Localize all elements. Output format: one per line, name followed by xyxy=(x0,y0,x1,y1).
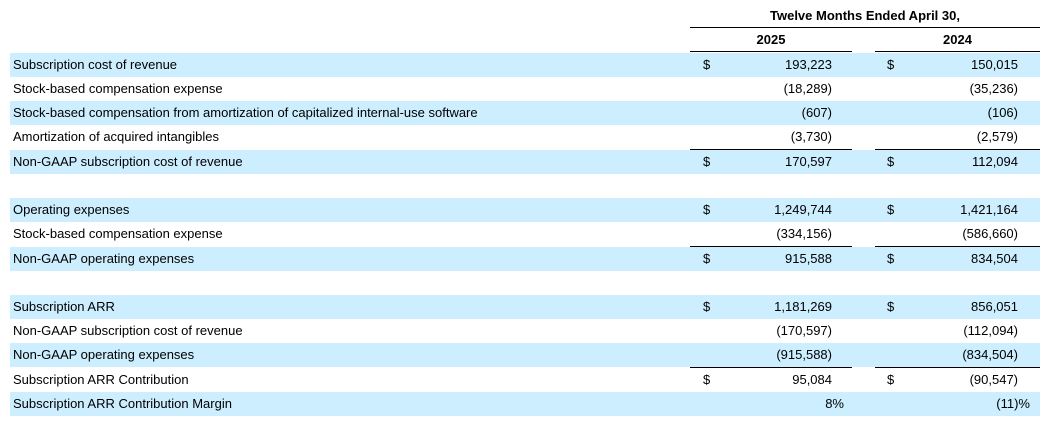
table-row: Subscription ARR $ 1,181,269 $ 856,051 xyxy=(10,295,1040,319)
value-2025: (915,588) xyxy=(776,347,832,362)
currency-symbol: $ xyxy=(703,202,711,217)
value-2024: (834,504) xyxy=(962,347,1018,362)
value-2025: 1,249,744 xyxy=(774,202,832,217)
currency-symbol: $ xyxy=(887,154,895,169)
table-row: Subscription ARR Contribution Margin 8% … xyxy=(10,392,1040,416)
value-2024: (2,579) xyxy=(976,129,1018,144)
row-label: Subscription cost of revenue xyxy=(13,57,178,72)
subtotal-rule xyxy=(690,367,852,368)
currency-symbol: $ xyxy=(887,57,895,72)
value-2025: (334,156) xyxy=(776,226,832,241)
subtotal-rule xyxy=(875,246,1040,247)
subtotal-rule xyxy=(875,149,1040,150)
value-2024: 1,421,164 xyxy=(960,202,1018,217)
table-row: Non-GAAP subscription cost of revenue (1… xyxy=(10,319,1040,343)
value-2025: 193,223 xyxy=(785,57,832,72)
table-row: Non-GAAP subscription cost of revenue $ … xyxy=(10,150,1040,174)
value-2025: 95,084 xyxy=(792,372,832,387)
table-row: Amortization of acquired intangibles (3,… xyxy=(10,125,1040,150)
currency-symbol: $ xyxy=(703,57,711,72)
value-2024: 856,051 xyxy=(971,299,1018,314)
value-2024: (586,660) xyxy=(962,226,1018,241)
year-2024-header: 2024 xyxy=(943,32,972,47)
table-row: Non-GAAP operating expenses $ 915,588 $ … xyxy=(10,247,1040,271)
row-label: Stock-based compensation expense xyxy=(13,81,223,96)
value-2025: (607) xyxy=(801,105,832,120)
subtotal-rule xyxy=(875,367,1040,368)
table-row: Subscription cost of revenue $ 193,223 $… xyxy=(10,53,1040,77)
currency-symbol: $ xyxy=(703,372,711,387)
currency-symbol: $ xyxy=(703,251,711,266)
table-row: Non-GAAP operating expenses (915,588) (8… xyxy=(10,343,1040,368)
row-label: Stock-based compensation expense xyxy=(13,226,223,241)
value-2025: 1,181,269 xyxy=(774,299,832,314)
row-label: Subscription ARR xyxy=(13,299,115,314)
year-2024-underline xyxy=(875,51,1040,52)
row-label: Stock-based compensation from amortizati… xyxy=(13,105,478,120)
currency-symbol: $ xyxy=(887,299,895,314)
row-label: Subscription ARR Contribution Margin xyxy=(13,396,232,411)
year-2025-header: 2025 xyxy=(756,32,786,47)
value-2024: (11)% xyxy=(996,396,1030,411)
currency-symbol: $ xyxy=(887,202,895,217)
subtotal-rule xyxy=(690,149,852,150)
period-underline xyxy=(690,27,1040,28)
value-2024: (35,236) xyxy=(969,81,1018,96)
currency-symbol: $ xyxy=(887,372,895,387)
value-2024: 150,015 xyxy=(971,57,1018,72)
row-label: Non-GAAP subscription cost of revenue xyxy=(13,154,243,169)
table-row: Stock-based compensation expense (18,289… xyxy=(10,77,1040,101)
currency-symbol: $ xyxy=(887,251,895,266)
row-label: Non-GAAP operating expenses xyxy=(13,251,195,266)
currency-symbol: $ xyxy=(703,299,711,314)
table-row: Stock-based compensation from amortizati… xyxy=(10,101,1040,125)
year-2025-underline xyxy=(690,51,852,52)
value-2025: 915,588 xyxy=(785,251,832,266)
value-2025: (18,289) xyxy=(783,81,832,96)
period-header: Twelve Months Ended April 30, xyxy=(770,8,960,23)
row-label: Operating expenses xyxy=(13,202,130,217)
value-2024: (106) xyxy=(987,105,1018,120)
row-label: Non-GAAP subscription cost of revenue xyxy=(13,323,243,338)
value-2025: (170,597) xyxy=(776,323,832,338)
value-2024: 834,504 xyxy=(971,251,1018,266)
table-row: Subscription ARR Contribution $ 95,084 $… xyxy=(10,368,1040,392)
value-2024: (90,547) xyxy=(969,372,1018,387)
value-2025: 170,597 xyxy=(785,154,832,169)
row-label: Subscription ARR Contribution xyxy=(13,372,189,387)
row-label: Non-GAAP operating expenses xyxy=(13,347,195,362)
value-2025: 8% xyxy=(825,396,844,411)
subtotal-rule xyxy=(690,246,852,247)
table-row: Stock-based compensation expense (334,15… xyxy=(10,222,1040,247)
value-2024: 112,094 xyxy=(971,154,1018,169)
row-label: Amortization of acquired intangibles xyxy=(13,129,219,144)
table-row: Operating expenses $ 1,249,744 $ 1,421,1… xyxy=(10,198,1040,222)
value-2025: (3,730) xyxy=(790,129,832,144)
currency-symbol: $ xyxy=(703,154,711,169)
value-2024: (112,094) xyxy=(963,323,1018,338)
